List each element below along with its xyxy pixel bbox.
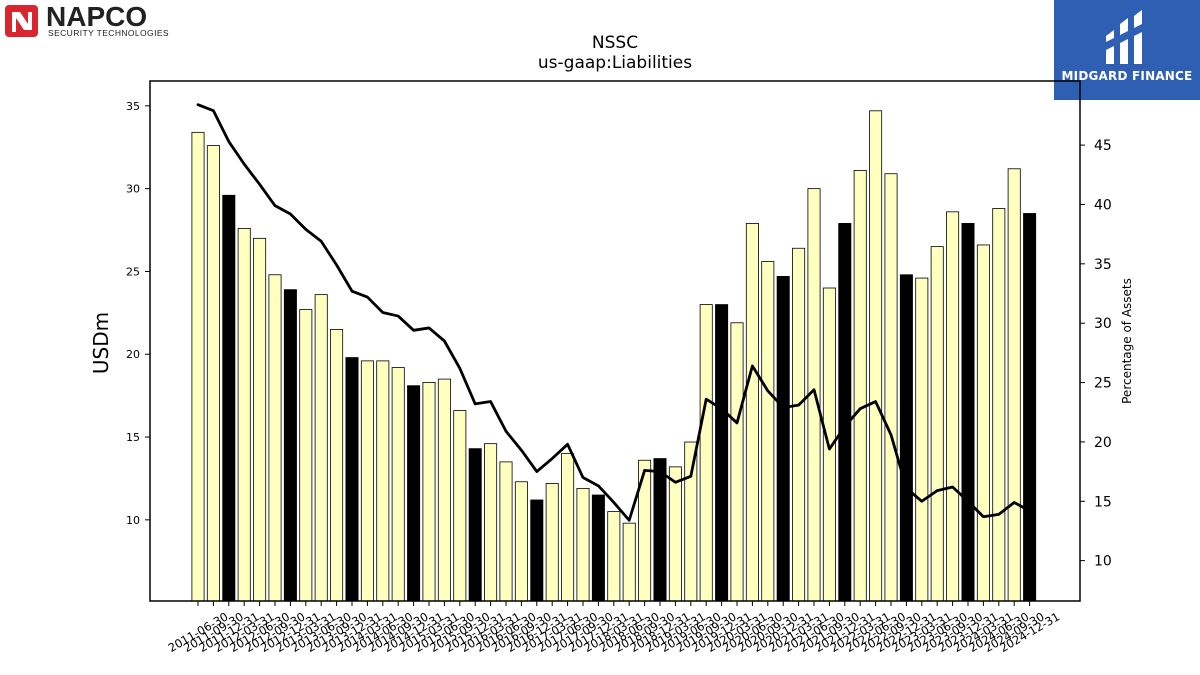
y2-tick-label: 15 [1094,494,1112,510]
bar-2012-03-31 [237,227,251,602]
percentage-line [196,103,1031,522]
bar-2019-03-31 [668,466,682,602]
bar-2024-06-30 [992,208,1006,602]
bar-2015-06-30 [437,378,451,602]
bar-2012-06-30 [253,237,267,602]
bar-2012-12-31 [283,289,297,602]
midgard-logo-mark [1106,10,1142,64]
y-tick-label: 10 [126,514,140,527]
y2-tick-label: 30 [1094,316,1112,332]
bars-layer [191,110,1037,602]
bar-2019-09-30 [699,304,713,602]
bar-2016-06-30 [499,461,513,602]
bar-2015-12-31 [468,448,482,602]
bar-2022-03-31 [853,170,867,602]
bar-2022-12-31 [899,274,913,602]
y2-tick-label: 40 [1094,197,1112,213]
bar-2012-09-30 [268,274,282,602]
bar-2013-12-31 [345,357,359,602]
bar-2024-12-31 [1023,213,1037,602]
bar-2019-12-31 [715,304,729,602]
bar-2020-03-31 [730,322,744,602]
bar-2023-09-30 [946,211,960,602]
bar-2019-06-30 [684,441,698,602]
chart-title: NSSC [592,33,638,53]
y-tick-label: 15 [126,431,140,444]
bar-2017-09-30 [576,487,590,602]
plot-frame [149,80,1081,602]
bar-2013-06-30 [314,294,328,602]
napco-logo: NAPCO SECURITY TECHNOLOGIES [4,1,214,40]
bar-2017-06-30 [561,453,575,602]
bar-2014-03-31 [360,360,374,602]
bar-2016-03-31 [484,443,498,602]
napco-wordmark: NAPCO [46,4,147,32]
bar-2015-03-31 [422,381,436,602]
y-tick-label: 30 [126,183,140,196]
bar-2018-06-30 [622,522,636,602]
bar-2022-06-30 [869,110,883,602]
line-layer [196,103,1031,522]
y2-tick-label: 10 [1094,554,1112,570]
y2-tick-label: 35 [1094,257,1112,273]
bar-2013-09-30 [330,329,344,602]
y2-tick-label: 45 [1094,138,1112,154]
chart-subtitle: us-gaap:Liabilities [538,53,692,73]
napco-tagline: SECURITY TECHNOLOGIES [48,28,169,38]
y-tick-label: 20 [126,348,140,361]
bar-2023-03-31 [915,277,929,602]
bar-2020-09-30 [761,261,775,602]
bar-2014-12-31 [407,385,421,602]
bar-2016-12-31 [530,499,544,602]
bar-2011-12-31 [222,194,236,602]
bar-2023-06-30 [930,246,944,602]
bar-2015-09-30 [453,410,467,602]
bar-2011-09-30 [206,145,220,602]
bar-2021-03-31 [792,247,806,602]
y2-tick-label: 25 [1094,376,1112,392]
bar-2020-06-30 [745,223,759,602]
bar-2023-12-31 [961,223,975,602]
midgard-wordmark: MIDGARD FINANCE [1061,69,1193,83]
bar-2024-03-31 [976,244,990,602]
bar-2024-09-30 [1007,168,1021,602]
y-axis-label: USDm [89,312,113,374]
bar-2014-09-30 [391,367,405,602]
napco-logo-mark: NAPCO SECURITY TECHNOLOGIES [5,1,169,38]
y2-axis-label: Percentage of Assets [1120,278,1134,404]
bar-2018-03-31 [607,511,621,602]
bar-2017-03-31 [545,483,559,602]
midgard-finance-logo: MIDGARD FINANCE [1054,0,1200,100]
bar-2014-06-30 [376,360,390,602]
bar-2022-09-30 [884,173,898,602]
bar-2018-12-31 [653,458,667,602]
bar-2021-12-31 [838,223,852,602]
bar-2011-06-30 [191,131,205,602]
bar-2016-09-30 [514,481,528,602]
bar-2017-12-31 [591,494,605,602]
y-tick-label: 35 [126,100,140,113]
y-tick-label: 25 [126,265,140,278]
bar-2020-12-31 [776,276,790,602]
y2-tick-label: 20 [1094,435,1112,451]
bar-2013-03-31 [299,309,313,602]
